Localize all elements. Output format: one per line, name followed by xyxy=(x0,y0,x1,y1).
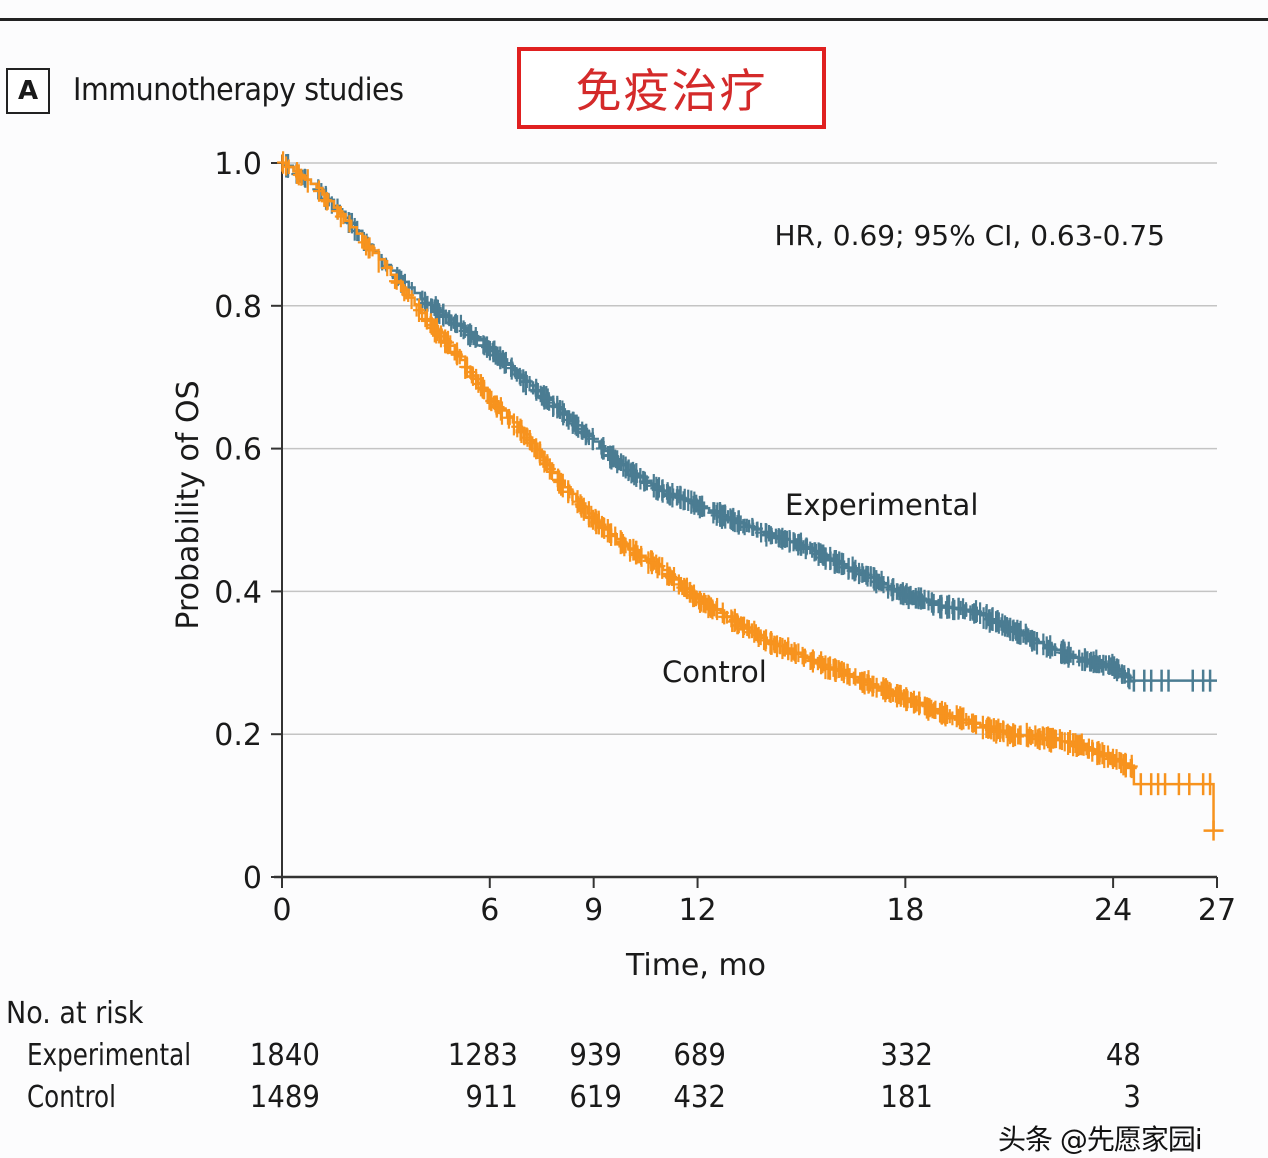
y-tick-label: 0.4 xyxy=(214,575,262,610)
x-tick-label: 9 xyxy=(584,893,603,928)
x-tick-label: 24 xyxy=(1094,893,1132,928)
risk-row-label-experimental: Experimental xyxy=(27,1038,192,1073)
overlay-label-box: 免疫治疗 xyxy=(517,47,826,129)
x-axis-label: Time, mo xyxy=(625,948,766,983)
risk-value: 911 xyxy=(465,1080,518,1115)
risk-value: 1283 xyxy=(447,1038,518,1073)
watermark: 头条 @先愿家园i xyxy=(998,1123,1203,1156)
survival-curve xyxy=(282,161,1215,831)
y-axis-label: Probability of OS xyxy=(171,380,206,629)
x-ticks: 0 6 9 12 18 24 27 xyxy=(272,877,1236,928)
series-label-experimental: Experimental xyxy=(785,488,978,522)
risk-table-header: No. at risk xyxy=(6,996,144,1031)
risk-value: 48 xyxy=(1105,1038,1142,1073)
series-label-control: Control xyxy=(662,655,767,689)
panel-letter: A xyxy=(17,76,39,106)
series-control xyxy=(277,151,1224,841)
x-tick-label: 18 xyxy=(886,893,924,928)
axes xyxy=(274,155,1217,885)
risk-value: 1840 xyxy=(249,1038,320,1073)
panel-label: A xyxy=(6,68,50,114)
risk-value: 432 xyxy=(672,1080,726,1115)
y-tick-label: 0 xyxy=(243,861,262,896)
risk-value: 181 xyxy=(880,1080,934,1115)
risk-value: 1489 xyxy=(249,1080,320,1115)
risk-value: 939 xyxy=(568,1038,622,1073)
top-rule xyxy=(0,18,1268,21)
y-tick-label: 0.6 xyxy=(214,433,262,468)
panel-title: Immunotherapy studies xyxy=(73,72,404,108)
hazard-ratio-annotation: HR, 0.69; 95% CI, 0.63-0.75 xyxy=(774,219,1165,252)
overlay-label: 免疫治疗 xyxy=(575,64,768,118)
risk-value: 3 xyxy=(1123,1080,1142,1115)
risk-row-label-control: Control xyxy=(27,1080,116,1115)
series-experimental xyxy=(282,153,1217,692)
risk-value: 619 xyxy=(568,1080,622,1115)
y-tick-label: 0.8 xyxy=(214,290,262,325)
x-tick-label: 0 xyxy=(272,893,291,928)
x-tick-label: 12 xyxy=(678,893,716,928)
y-ticks: 0 0.2 0.4 0.6 0.8 1.0 xyxy=(214,147,282,896)
x-tick-label: 27 xyxy=(1198,893,1236,928)
risk-value: 689 xyxy=(672,1038,726,1073)
risk-value: 332 xyxy=(880,1038,934,1073)
curves xyxy=(277,151,1224,841)
y-tick-label: 0.2 xyxy=(214,718,262,753)
km-chart: 0 0.2 0.4 0.6 0.8 1.0 0 6 9 12 18 24 27 Probability… xyxy=(171,147,1236,983)
x-tick-label: 6 xyxy=(480,893,499,928)
y-tick-label: 1.0 xyxy=(214,147,262,182)
